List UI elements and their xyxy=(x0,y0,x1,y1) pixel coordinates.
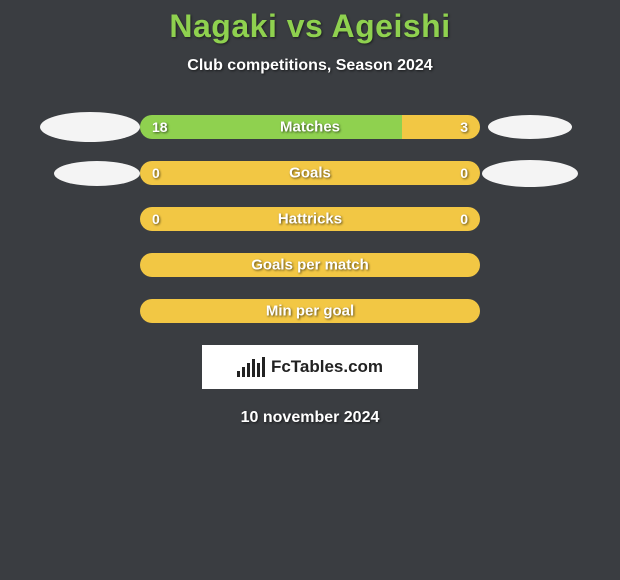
left-logo-slot xyxy=(40,112,140,142)
bar-right-segment xyxy=(402,115,480,139)
stat-value-left: 0 xyxy=(152,165,160,181)
stat-bar: Matches 18 3 xyxy=(140,115,480,139)
stat-value-right: 3 xyxy=(460,119,468,135)
brand-box: FcTables.com xyxy=(202,345,418,389)
page-title: Nagaki vs Ageishi xyxy=(0,8,620,45)
stat-label: Min per goal xyxy=(266,303,354,320)
stat-label: Hattricks xyxy=(278,211,342,228)
team-logo-left xyxy=(40,112,140,142)
stat-row: Goals per match xyxy=(0,253,620,277)
stat-bar: Goals 0 0 xyxy=(140,161,480,185)
stat-value-right: 0 xyxy=(460,211,468,227)
team-logo-left xyxy=(54,161,140,186)
stat-label: Goals xyxy=(289,165,331,182)
comparison-infographic: Nagaki vs Ageishi Club competitions, Sea… xyxy=(0,0,620,427)
stat-row: Min per goal xyxy=(0,299,620,323)
right-logo-slot xyxy=(480,160,580,187)
right-logo-slot xyxy=(480,115,580,139)
bar-left-segment xyxy=(140,115,402,139)
stat-row: Hattricks 0 0 xyxy=(0,207,620,231)
stat-label: Matches xyxy=(280,119,340,136)
stat-value-left: 0 xyxy=(152,211,160,227)
stat-bar: Goals per match xyxy=(140,253,480,277)
brand-icon xyxy=(237,357,265,377)
left-logo-slot xyxy=(40,161,140,186)
stat-row: Matches 18 3 xyxy=(0,115,620,139)
team-logo-right xyxy=(488,115,572,139)
stat-label: Goals per match xyxy=(251,257,369,274)
brand-text: FcTables.com xyxy=(271,357,383,377)
stat-value-left: 18 xyxy=(152,119,168,135)
team-logo-right xyxy=(482,160,578,187)
stat-bar: Hattricks 0 0 xyxy=(140,207,480,231)
stat-bar: Min per goal xyxy=(140,299,480,323)
date-line: 10 november 2024 xyxy=(0,409,620,427)
page-subtitle: Club competitions, Season 2024 xyxy=(0,57,620,75)
stat-row: Goals 0 0 xyxy=(0,161,620,185)
chart-area: Matches 18 3 Goals 0 0 Hattricks 0 0 Goals per ma… xyxy=(0,115,620,323)
stat-value-right: 0 xyxy=(460,165,468,181)
